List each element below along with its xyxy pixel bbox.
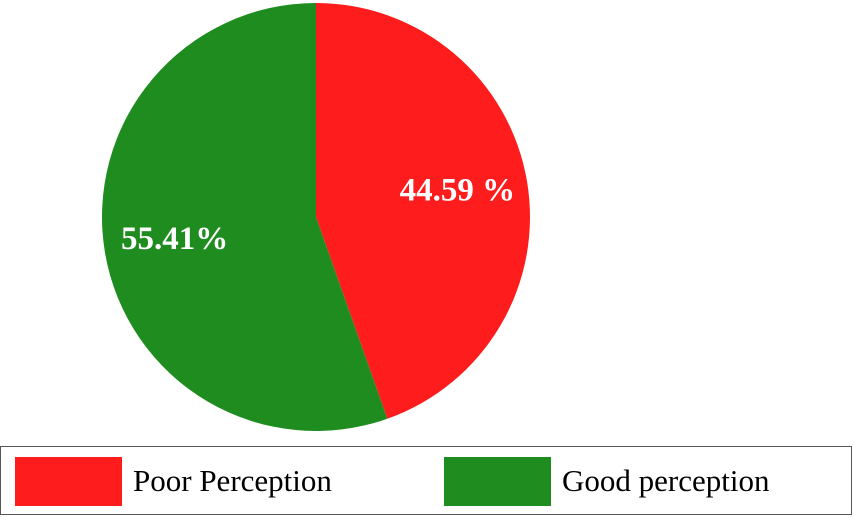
pie-slice-label-poor-perception: 44.59 % [400, 172, 516, 208]
legend-label-poor-perception: Poor Perception [133, 463, 332, 498]
pie-chart: 44.59 % 55.41% [101, 3, 530, 431]
pie-slice-label-good-perception: 55.41% [121, 221, 228, 257]
legend-label-good-perception: Good perception [562, 463, 770, 498]
pie-slice-good-perception [101, 3, 388, 431]
legend-swatch-good-perception [444, 456, 551, 506]
legend-swatch-poor-perception [15, 456, 122, 506]
chart-legend: Poor Perception Good perception [0, 446, 852, 515]
pie-chart-svg: 44.59 % 55.41% [101, 3, 530, 431]
legend-item-poor-perception: Poor Perception [15, 456, 332, 506]
pie-slice-poor-perception [316, 3, 530, 419]
legend-item-good-perception: Good perception [444, 456, 769, 506]
